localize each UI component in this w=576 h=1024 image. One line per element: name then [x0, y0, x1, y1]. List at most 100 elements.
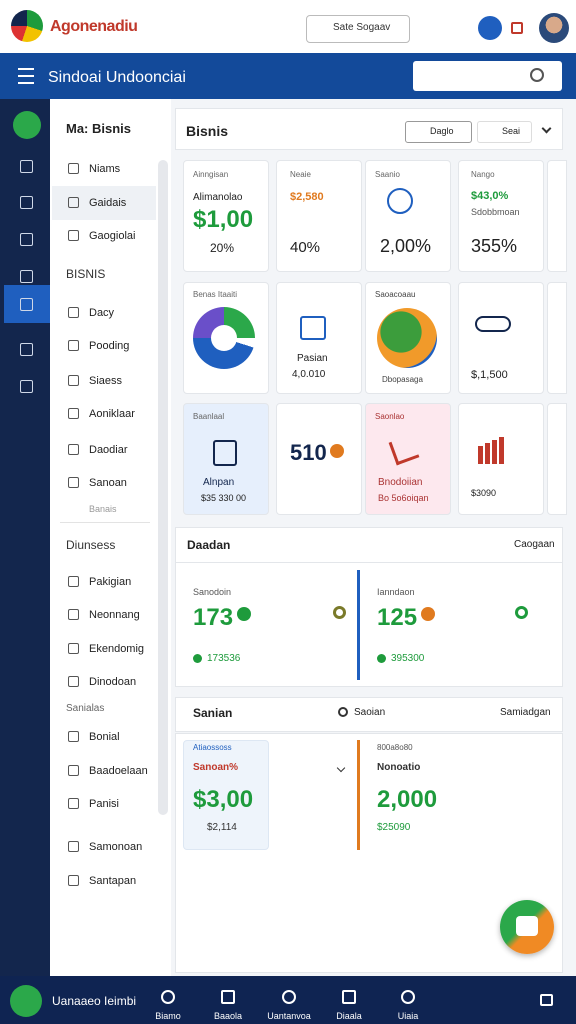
sidebar-item-icon[interactable] [68, 197, 79, 208]
sidebar-item[interactable]: Bonial [89, 731, 120, 743]
card[interactable] [365, 160, 451, 272]
rail-icon[interactable] [20, 343, 33, 356]
card-caption: Alimanolao [193, 192, 243, 203]
sidebar-item[interactable]: Aoniklaar [89, 408, 135, 420]
sidebar-item-icon[interactable] [68, 340, 79, 351]
search-button-label[interactable]: Sate Sogaav [333, 22, 391, 33]
button[interactable] [477, 121, 532, 143]
sidebar-item[interactable]: Pooding [89, 340, 130, 352]
card-change: $,1,500 [471, 369, 508, 381]
sidebar-item-icon[interactable] [68, 307, 79, 318]
sidebar-item-icon[interactable] [68, 477, 79, 488]
sidebar-item[interactable]: Panisi [89, 798, 119, 810]
page-title: Sindoai Undoonciai [48, 69, 186, 86]
sidebar-item[interactable]: Pakigian [89, 576, 132, 588]
tab-icon[interactable] [221, 990, 235, 1004]
rail-icon[interactable] [20, 298, 33, 311]
rail-icon[interactable] [20, 380, 33, 393]
rail-icon[interactable] [20, 160, 33, 173]
sidebar-item[interactable]: Daodiar [89, 444, 128, 456]
sidebar-item-icon[interactable] [68, 841, 79, 852]
card[interactable] [183, 403, 269, 515]
sidebar-item[interactable]: Dacy [89, 307, 115, 319]
sidebar-item-icon[interactable] [68, 163, 79, 174]
sidebar-item-icon[interactable] [68, 731, 79, 742]
section-header [175, 697, 563, 732]
button[interactable] [405, 121, 472, 143]
sidebar-item[interactable]: Samonoan [89, 841, 143, 853]
rail-home[interactable] [13, 111, 41, 139]
stat-value: 173 [193, 604, 234, 631]
settings-icon[interactable] [511, 22, 523, 34]
stat-label: 800a8o80 [377, 743, 413, 752]
tab-label[interactable]: Diaala [336, 1011, 362, 1021]
stat-sub: $25090 [377, 822, 411, 833]
section-action[interactable]: Samiadgan [500, 707, 551, 718]
sidebar-item[interactable]: Sanoan [89, 477, 127, 489]
bar-icon [492, 440, 497, 464]
rail-icon[interactable] [20, 233, 33, 246]
sidebar-item-icon[interactable] [68, 375, 79, 386]
button-label[interactable]: Seai [502, 126, 521, 136]
sidebar-item[interactable]: Ekendomig [89, 643, 145, 655]
tab-icon[interactable] [401, 990, 415, 1004]
card-label: Nango [471, 170, 495, 179]
stat-caption: Sanoan% [193, 762, 239, 773]
search-button[interactable] [306, 15, 410, 43]
tab-icon[interactable] [282, 990, 296, 1004]
search-icon[interactable] [530, 68, 544, 82]
sidebar-item[interactable]: Siaess [89, 375, 123, 387]
fab-icon[interactable] [516, 916, 538, 936]
stat-value: $3,00 [193, 786, 254, 813]
sidebar-item[interactable]: Dinodoan [89, 676, 137, 688]
sidebar-item[interactable]: Gaidais [89, 197, 127, 209]
button-label[interactable]: Daglo [430, 126, 454, 136]
tab-icon[interactable] [342, 990, 356, 1004]
tab-label[interactable]: Biamo [155, 1011, 181, 1021]
sidebar-item[interactable]: Neonnang [89, 609, 140, 621]
sidebar-item[interactable]: Baadoelaan [89, 765, 148, 777]
sidebar-item-icon[interactable] [68, 444, 79, 455]
sidebar-item[interactable]: Santapan [89, 875, 137, 887]
sidebar-item-icon[interactable] [68, 798, 79, 809]
tab-label[interactable]: Baaola [213, 1011, 243, 1021]
card[interactable] [458, 160, 544, 272]
card[interactable] [276, 403, 362, 515]
sidebar-section: BISNIS [66, 267, 106, 281]
sidebar-item-icon[interactable] [68, 676, 79, 687]
sidebar-item-icon[interactable] [68, 643, 79, 654]
tab-label[interactable]: Uiaia [397, 1011, 419, 1021]
section-action[interactable]: Caogaan [514, 539, 555, 550]
sidebar-item[interactable]: Gaogiolai [89, 230, 136, 242]
card-value: $43,0% [471, 190, 509, 202]
section-search[interactable]: Saoian [354, 707, 386, 718]
avatar[interactable] [539, 13, 569, 43]
rail-icon[interactable] [20, 270, 33, 283]
sidebar-item-icon[interactable] [68, 230, 79, 241]
menu-icon-line[interactable] [18, 75, 34, 77]
sidebar-item-icon[interactable] [68, 408, 79, 419]
sidebar-item-icon[interactable] [68, 765, 79, 776]
card[interactable] [365, 403, 451, 515]
search-icon[interactable] [338, 707, 348, 717]
sidebar-footer[interactable]: Banais [89, 504, 117, 514]
tab-icon[interactable] [161, 990, 175, 1004]
rail-icon[interactable] [20, 196, 33, 209]
sidebar-item-icon[interactable] [68, 875, 79, 886]
logo[interactable] [11, 10, 43, 42]
bottom-home[interactable] [10, 985, 42, 1017]
menu-icon[interactable] [540, 994, 553, 1006]
tab-label[interactable]: Uantanvoa [267, 1011, 311, 1021]
sidebar-item-icon[interactable] [68, 609, 79, 620]
card-label: Saoacoaau [375, 290, 416, 299]
bottom-title[interactable]: Uanaaeo Ieimbi [52, 994, 137, 1008]
sidebar-item-icon[interactable] [68, 576, 79, 587]
menu-icon-line[interactable] [18, 82, 34, 84]
sidebar-divider [60, 522, 150, 523]
card[interactable] [276, 160, 362, 272]
card[interactable] [183, 160, 269, 272]
menu-icon-line[interactable] [18, 68, 34, 70]
sidebar-item[interactable]: Niams [89, 163, 121, 175]
card[interactable] [458, 282, 544, 394]
notification-icon[interactable] [478, 16, 502, 40]
